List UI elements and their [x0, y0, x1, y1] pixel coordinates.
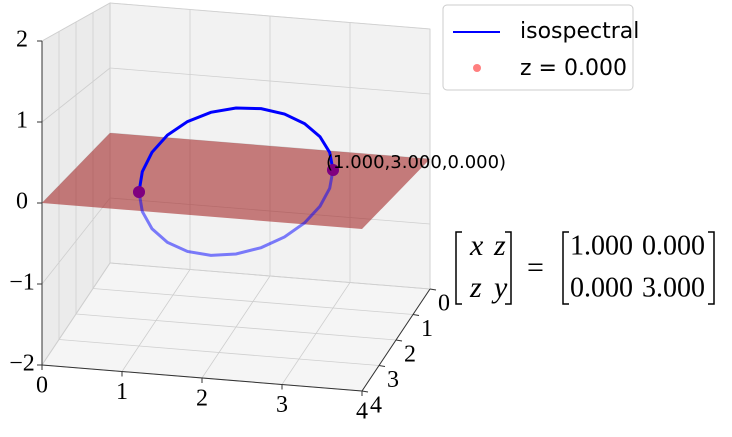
matrix-entry: 0.000: [642, 230, 705, 261]
legend-frame: [442, 4, 634, 91]
matrix-entry: 3.000: [642, 272, 705, 303]
y-tick-label: 1: [421, 316, 433, 342]
y-tick: [412, 314, 420, 316]
y-tick-label: 3: [387, 367, 399, 393]
x-tick-label: 3: [276, 392, 288, 418]
matrix-symbol: y: [491, 271, 508, 304]
matrix-entry: 1.000: [570, 230, 633, 261]
matrix-symbol: x: [469, 229, 484, 262]
y-tick-label: 4: [370, 393, 382, 419]
equals: =: [527, 251, 544, 284]
axis-line: [41, 364, 363, 392]
point: [133, 186, 145, 198]
grid-line: [58, 339, 380, 366]
grid-line: [41, 262, 111, 366]
z-tick-label: 2: [16, 27, 28, 53]
matrix-equation: = x zz y 1.000 0.000 0.000 3.000: [455, 229, 715, 305]
y-tick-label: 2: [404, 342, 416, 368]
axis-line: [361, 288, 431, 392]
legend-label: isospectral: [520, 19, 639, 44]
x-tick-label: 4: [356, 399, 368, 425]
matrix-symbol: z: [493, 229, 506, 262]
bracket: [562, 231, 569, 305]
grid-line: [41, 197, 111, 285]
grid-line: [92, 288, 414, 315]
bracket: [708, 231, 715, 305]
x-tick-label: 2: [196, 386, 208, 412]
y-tick: [395, 339, 403, 342]
legend-label: z = 0.000: [520, 56, 627, 81]
annotation: (1.000,3.000,0.000): [326, 152, 506, 173]
x-tick-label: 0: [36, 373, 48, 399]
z-tick-label: −2: [9, 351, 35, 377]
grid-line: [41, 67, 111, 123]
y-tick: [429, 288, 437, 291]
z-tick-label: 1: [16, 108, 28, 134]
grid-line: [75, 313, 397, 341]
point: [327, 164, 339, 176]
y-tick: [361, 390, 369, 393]
grid-line: [109, 2, 431, 30]
legend: isospectral z = 0.000: [442, 4, 639, 91]
grid-line: [41, 2, 111, 42]
legend-marker: [473, 64, 481, 72]
bracket: [505, 231, 512, 305]
z-tick-label: 0: [16, 189, 28, 215]
bracket: [455, 231, 462, 305]
matrix-symbol: z: [469, 271, 482, 304]
grid-line: [109, 262, 431, 290]
matrix-entry: 0.000: [570, 272, 633, 303]
y-tick-label: 0: [438, 291, 450, 317]
x-tick-label: 1: [116, 379, 128, 405]
grid-line: [109, 67, 431, 95]
y-tick: [378, 365, 386, 367]
z-tick-label: −1: [9, 270, 35, 296]
plane: [42, 133, 430, 229]
